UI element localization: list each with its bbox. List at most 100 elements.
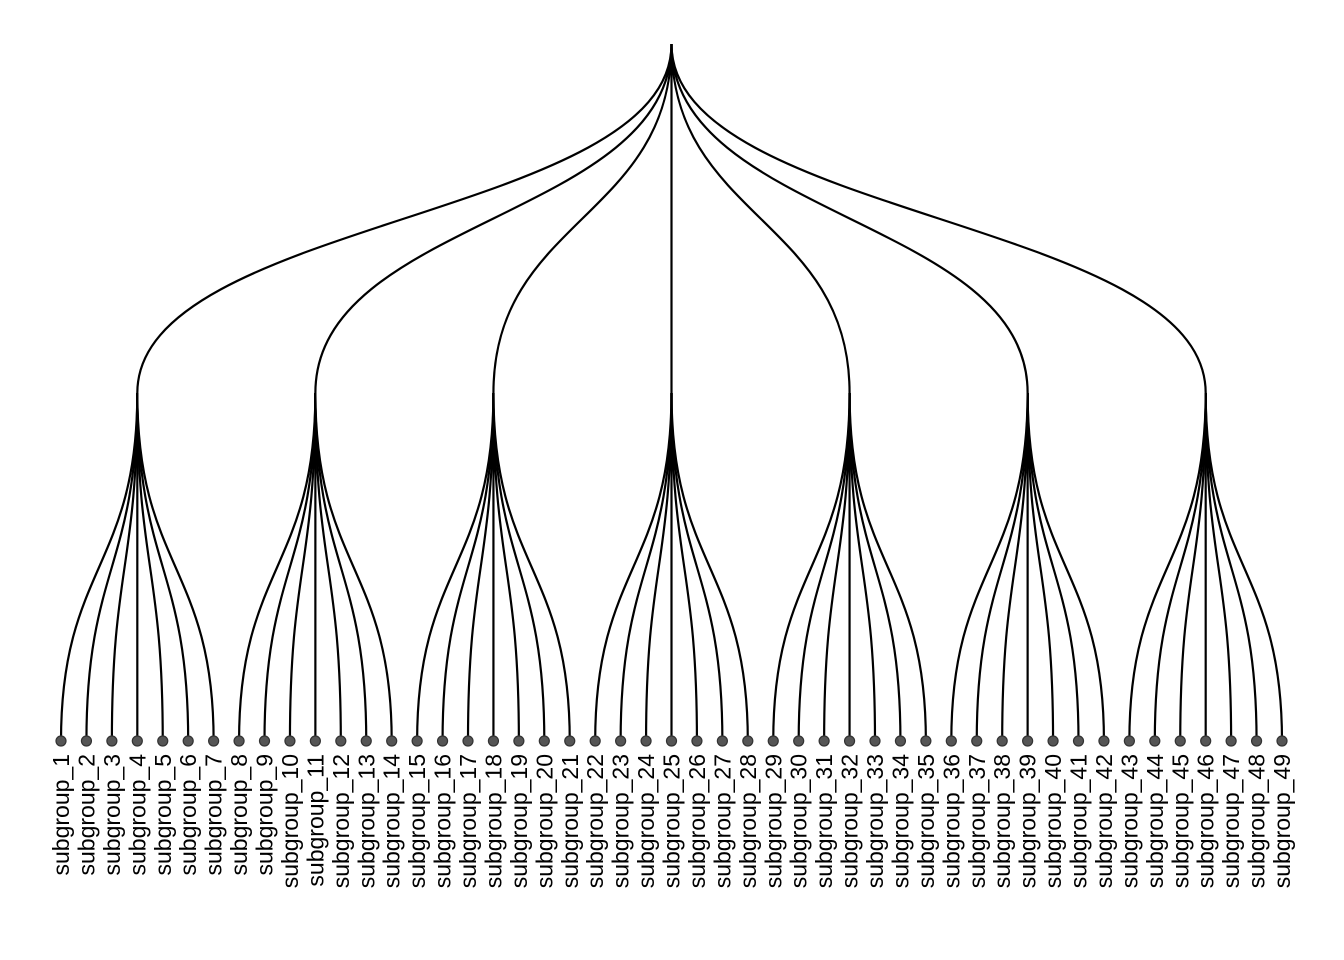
edge-group_1-subgroup_5: [136, 392, 164, 742]
edge-group_2-subgroup_12: [314, 392, 342, 742]
leaf-node-subgroup_48: [1250, 735, 1263, 747]
leaf-label-subgroup_1: subgroup_1: [48, 754, 74, 876]
edge-group_1-subgroup_7: [136, 392, 215, 742]
leaf-node-subgroup_22: [589, 735, 601, 747]
leaf-node-subgroup_43: [1123, 735, 1135, 747]
edge-group_4-subgroup_27: [670, 392, 724, 742]
leaf-label-subgroup_45: subgroup_45: [1167, 754, 1193, 888]
leaf-label-subgroup_18: subgroup_18: [480, 754, 506, 888]
leaf-node-subgroup_10: [284, 735, 296, 747]
leaf-node-subgroup_29: [767, 735, 779, 747]
leaf-labels-layer: subgroup_1 subgroup_2 subgroup_3 subgroup_4…: [48, 754, 1295, 888]
leaf-label-subgroup_23: subgroup_23: [608, 754, 634, 888]
leaf-node-subgroup_2: [80, 735, 93, 747]
edge-group_1-subgroup_3: [110, 392, 139, 742]
leaf-node-subgroup_37: [971, 735, 983, 747]
leaf-label-subgroup_34: subgroup_34: [887, 754, 913, 888]
leaf-label-subgroup_24: subgroup_24: [633, 754, 659, 888]
leaf-label-subgroup_43: subgroup_43: [1116, 754, 1142, 888]
leaf-node-subgroup_42: [1098, 735, 1110, 747]
leaf-node-subgroup_32: [843, 735, 856, 747]
leaf-node-subgroup_45: [1174, 735, 1186, 747]
leaf-label-subgroup_3: subgroup_3: [99, 754, 125, 876]
leaf-node-subgroup_38: [996, 735, 1008, 747]
edge-root-group_3: [492, 43, 673, 394]
leaf-label-subgroup_40: subgroup_40: [1040, 754, 1066, 888]
edge-group_3-subgroup_16: [441, 392, 495, 742]
edge-group_6-subgroup_38: [1001, 392, 1029, 742]
edge-group_6-subgroup_37: [975, 392, 1029, 742]
leaf-label-subgroup_31: subgroup_31: [811, 754, 837, 888]
leaf-node-subgroup_47: [1225, 735, 1237, 747]
edge-group_5-subgroup_33: [848, 392, 877, 742]
leaf-label-subgroup_10: subgroup_10: [277, 754, 303, 888]
leaf-label-subgroup_47: subgroup_47: [1218, 754, 1244, 888]
leaf-node-subgroup_30: [793, 735, 805, 747]
edge-root-group_1: [136, 43, 673, 394]
leaf-node-subgroup_7: [208, 735, 220, 747]
leaf-node-subgroup_25: [665, 735, 678, 747]
leaf-node-subgroup_24: [640, 735, 652, 747]
edge-group_2-subgroup_8: [237, 392, 317, 742]
edges-layer: [59, 43, 1284, 742]
edge-group_1-subgroup_2: [85, 392, 139, 742]
edge-group_4-subgroup_24: [644, 392, 673, 742]
leaf-label-subgroup_25: subgroup_25: [659, 754, 685, 888]
leaf-label-subgroup_46: subgroup_46: [1193, 754, 1219, 888]
leaf-label-subgroup_44: subgroup_44: [1142, 754, 1168, 888]
edge-group_7-subgroup_43: [1128, 392, 1207, 742]
leaf-label-subgroup_9: subgroup_9: [252, 754, 278, 876]
edge-group_5-subgroup_30: [797, 392, 851, 742]
leaf-node-subgroup_23: [615, 735, 627, 747]
leaf-node-subgroup_49: [1276, 735, 1288, 747]
edge-group_7-subgroup_47: [1204, 392, 1233, 742]
leaf-label-subgroup_13: subgroup_13: [353, 754, 379, 888]
leaf-label-subgroup_33: subgroup_33: [862, 754, 888, 888]
leaf-node-subgroup_4: [131, 735, 143, 747]
leaf-node-subgroup_36: [945, 735, 957, 747]
edge-group_3-subgroup_15: [416, 392, 495, 742]
edge-group_4-subgroup_23: [619, 392, 673, 742]
edge-group_2-subgroup_13: [314, 392, 368, 742]
leaf-label-subgroup_7: subgroup_7: [201, 754, 227, 876]
leaf-node-subgroup_6: [182, 735, 194, 747]
leaf-label-subgroup_12: subgroup_12: [328, 754, 354, 888]
leaf-label-subgroup_6: subgroup_6: [175, 754, 201, 876]
leaf-label-subgroup_22: subgroup_22: [582, 754, 608, 888]
leaf-node-subgroup_5: [157, 735, 169, 747]
leaf-node-subgroup_21: [564, 735, 576, 747]
leaf-label-subgroup_5: subgroup_5: [150, 754, 176, 876]
leaf-label-subgroup_36: subgroup_36: [938, 754, 964, 888]
leaf-node-subgroup_12: [335, 735, 347, 747]
edge-group_3-subgroup_21: [492, 392, 571, 742]
leaf-node-subgroup_11: [309, 735, 321, 747]
leaf-label-subgroup_35: subgroup_35: [913, 754, 939, 888]
edge-group_3-subgroup_20: [492, 392, 546, 742]
leaf-label-subgroup_42: subgroup_42: [1091, 754, 1117, 888]
leaf-node-subgroup_9: [258, 735, 271, 747]
leaf-label-subgroup_41: subgroup_41: [1066, 754, 1092, 888]
edge-group_7-subgroup_48: [1204, 392, 1258, 742]
leaf-label-subgroup_32: subgroup_32: [837, 754, 863, 888]
edge-group_7-subgroup_49: [1204, 392, 1284, 742]
leaf-node-subgroup_18: [487, 735, 500, 747]
edge-group_2-subgroup_14: [314, 392, 393, 742]
edge-group_1-subgroup_1: [59, 392, 139, 742]
leaf-node-subgroup_13: [360, 735, 372, 747]
edge-root-group_6: [670, 43, 1029, 394]
edge-group_4-subgroup_28: [670, 392, 749, 742]
leaf-label-subgroup_4: subgroup_4: [124, 754, 150, 876]
edge-group_3-subgroup_19: [492, 392, 520, 742]
edge-group_6-subgroup_36: [950, 392, 1029, 742]
leaf-label-subgroup_14: subgroup_14: [379, 754, 405, 888]
edge-group_7-subgroup_45: [1179, 392, 1207, 742]
leaf-node-subgroup_3: [106, 735, 118, 747]
leaf-node-subgroup_28: [742, 735, 754, 747]
edge-group_5-subgroup_31: [823, 392, 851, 742]
leaf-label-subgroup_16: subgroup_16: [430, 754, 456, 888]
leaf-node-subgroup_17: [462, 735, 474, 747]
leaf-label-subgroup_11: subgroup_11: [302, 754, 328, 887]
edge-group_6-subgroup_40: [1026, 392, 1055, 742]
leaf-node-subgroup_35: [920, 735, 932, 747]
